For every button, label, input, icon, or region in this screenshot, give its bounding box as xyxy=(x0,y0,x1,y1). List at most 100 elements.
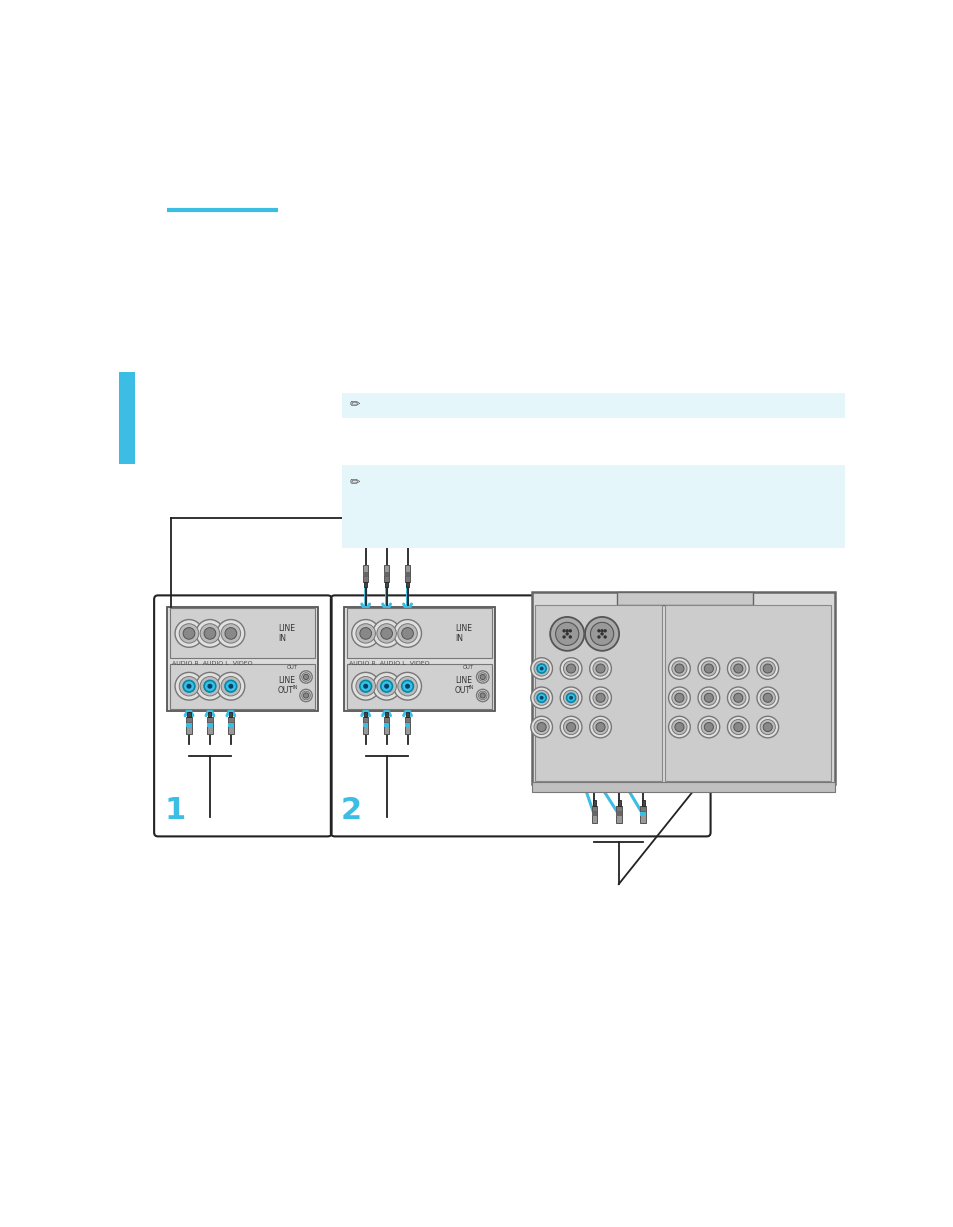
Bar xyxy=(383,572,389,577)
Circle shape xyxy=(380,681,392,692)
Bar xyxy=(186,717,192,734)
Bar xyxy=(228,717,233,723)
Circle shape xyxy=(733,693,742,702)
Bar xyxy=(617,591,752,605)
Circle shape xyxy=(530,658,552,680)
Circle shape xyxy=(204,627,215,639)
Bar xyxy=(347,664,492,708)
Circle shape xyxy=(195,672,224,701)
Circle shape xyxy=(373,672,400,701)
Circle shape xyxy=(589,687,611,708)
Circle shape xyxy=(301,691,310,699)
Bar xyxy=(228,723,233,728)
Bar xyxy=(341,465,844,548)
Bar xyxy=(591,811,597,816)
Bar xyxy=(383,717,389,734)
Circle shape xyxy=(352,672,379,701)
Circle shape xyxy=(384,683,389,688)
Circle shape xyxy=(550,617,583,650)
Circle shape xyxy=(569,696,573,699)
Circle shape xyxy=(179,676,198,696)
Circle shape xyxy=(200,676,219,696)
Circle shape xyxy=(568,636,572,639)
Circle shape xyxy=(563,691,578,706)
Circle shape xyxy=(590,622,613,645)
Circle shape xyxy=(376,623,396,643)
Circle shape xyxy=(730,661,745,676)
Circle shape xyxy=(397,676,416,696)
Bar xyxy=(186,717,192,723)
Circle shape xyxy=(537,693,546,702)
Bar xyxy=(639,806,645,811)
Circle shape xyxy=(539,666,543,670)
Circle shape xyxy=(593,691,607,706)
Circle shape xyxy=(401,681,413,692)
Bar xyxy=(404,723,410,728)
Circle shape xyxy=(698,687,719,708)
Circle shape xyxy=(200,623,219,643)
Circle shape xyxy=(566,664,575,674)
Bar xyxy=(119,372,134,465)
Bar xyxy=(362,577,368,582)
Bar xyxy=(406,582,409,587)
Bar xyxy=(383,564,389,582)
Bar xyxy=(616,806,621,822)
Circle shape xyxy=(593,719,607,735)
Text: ✏: ✏ xyxy=(349,399,359,412)
Circle shape xyxy=(703,723,713,731)
Circle shape xyxy=(530,687,552,708)
Circle shape xyxy=(568,629,572,632)
Bar xyxy=(532,591,834,784)
Circle shape xyxy=(589,658,611,680)
Circle shape xyxy=(671,691,686,706)
Circle shape xyxy=(228,683,233,688)
Circle shape xyxy=(477,672,487,681)
Bar xyxy=(665,605,831,780)
Text: AUDIO R  AUDIO L  VIDEO: AUDIO R AUDIO L VIDEO xyxy=(348,661,429,666)
Bar xyxy=(617,800,620,806)
Circle shape xyxy=(537,723,546,731)
Circle shape xyxy=(603,636,606,639)
Circle shape xyxy=(534,719,549,735)
Text: LINE: LINE xyxy=(278,623,294,633)
Text: AUDIO R  AUDIO L  VIDEO: AUDIO R AUDIO L VIDEO xyxy=(172,661,253,666)
Bar xyxy=(404,564,410,582)
Bar xyxy=(344,607,495,710)
Circle shape xyxy=(303,693,309,698)
Circle shape xyxy=(204,681,215,692)
Circle shape xyxy=(566,723,575,731)
Circle shape xyxy=(299,690,312,702)
Bar xyxy=(616,806,621,811)
Circle shape xyxy=(179,623,198,643)
Circle shape xyxy=(355,676,375,696)
Bar xyxy=(364,712,367,717)
Circle shape xyxy=(668,658,690,680)
Bar xyxy=(207,723,213,728)
Circle shape xyxy=(566,693,575,702)
Circle shape xyxy=(599,629,603,632)
Circle shape xyxy=(597,629,600,632)
Bar xyxy=(406,712,409,717)
Circle shape xyxy=(563,719,578,735)
Circle shape xyxy=(186,683,192,688)
Circle shape xyxy=(700,691,716,706)
Bar xyxy=(208,712,212,717)
Bar xyxy=(383,717,389,723)
Circle shape xyxy=(596,723,604,731)
Bar xyxy=(532,783,834,791)
Circle shape xyxy=(760,719,775,735)
Circle shape xyxy=(730,719,745,735)
Circle shape xyxy=(703,664,713,674)
Circle shape xyxy=(756,658,778,680)
Bar xyxy=(535,605,661,780)
Circle shape xyxy=(703,693,713,702)
Bar xyxy=(641,800,644,806)
Circle shape xyxy=(733,723,742,731)
Circle shape xyxy=(593,661,607,676)
Bar xyxy=(404,717,410,734)
Circle shape xyxy=(596,664,604,674)
Text: ✏: ✏ xyxy=(349,477,359,490)
Bar xyxy=(639,811,645,816)
Bar xyxy=(364,582,367,587)
Text: 2: 2 xyxy=(340,795,361,825)
